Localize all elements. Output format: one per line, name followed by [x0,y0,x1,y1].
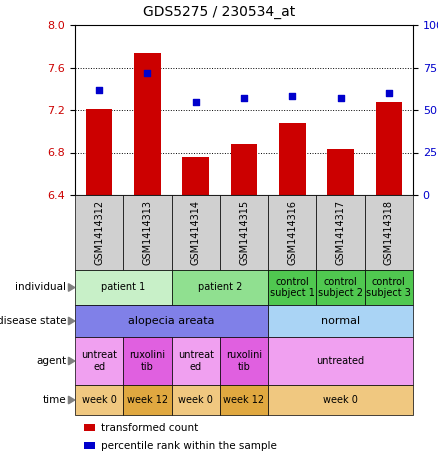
FancyBboxPatch shape [75,195,123,270]
Text: untreat
ed: untreat ed [81,350,117,372]
Bar [86,109,113,195]
Point [240,95,247,102]
FancyBboxPatch shape [268,195,316,270]
Text: week 0: week 0 [178,395,213,405]
Bar [279,123,306,195]
Text: control
subject 1: control subject 1 [270,277,315,298]
Text: GSM1414315: GSM1414315 [239,200,249,265]
Text: control
subject 2: control subject 2 [318,277,363,298]
Text: patient 1: patient 1 [101,283,145,293]
Text: ruxolini
tib: ruxolini tib [129,350,166,372]
Text: week 0: week 0 [82,395,117,405]
Text: transformed count: transformed count [101,423,198,433]
Text: normal: normal [321,316,360,326]
FancyBboxPatch shape [220,195,268,270]
Text: GSM1414314: GSM1414314 [191,200,201,265]
Bar [231,144,257,195]
Text: week 12: week 12 [223,395,265,405]
Point [337,95,344,102]
Bar [327,149,354,195]
Text: untreat
ed: untreat ed [178,350,214,372]
Text: GSM1414316: GSM1414316 [287,200,297,265]
Text: control
subject 3: control subject 3 [367,277,411,298]
Text: GSM1414313: GSM1414313 [142,200,152,265]
Text: patient 2: patient 2 [198,283,242,293]
Bar [375,101,402,195]
Text: GSM1414318: GSM1414318 [384,200,394,265]
FancyBboxPatch shape [365,195,413,270]
Text: percentile rank within the sample: percentile rank within the sample [101,441,277,451]
Point [385,89,392,96]
Text: ruxolini
tib: ruxolini tib [226,350,262,372]
Text: alopecia areata: alopecia areata [128,316,215,326]
Text: GDS5275 / 230534_at: GDS5275 / 230534_at [143,5,295,19]
Text: individual: individual [15,283,66,293]
Text: week 0: week 0 [323,395,358,405]
FancyBboxPatch shape [316,195,365,270]
Bar [183,157,209,195]
Point [95,86,102,93]
Text: GSM1414312: GSM1414312 [94,200,104,265]
Text: time: time [42,395,66,405]
Point [144,69,151,76]
FancyBboxPatch shape [172,195,220,270]
Bar [134,53,161,195]
Text: week 12: week 12 [127,395,168,405]
Point [289,93,296,100]
Text: untreated: untreated [317,356,364,366]
Text: GSM1414317: GSM1414317 [336,200,346,265]
Point [192,98,199,105]
Text: agent: agent [36,356,66,366]
FancyBboxPatch shape [123,195,172,270]
Text: disease state: disease state [0,316,66,326]
